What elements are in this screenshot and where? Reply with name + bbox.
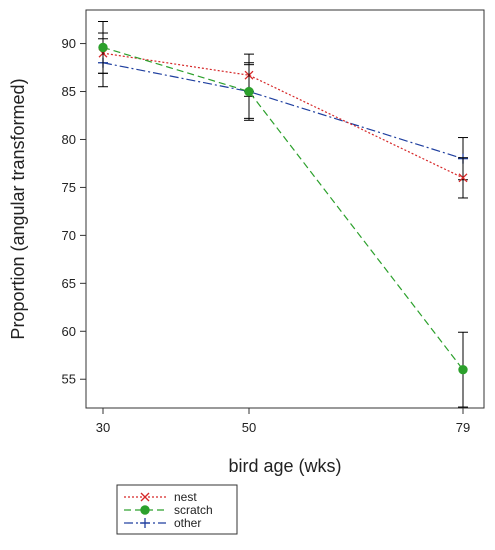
legend-label-scratch: scratch: [174, 503, 213, 517]
y-tick-label: 65: [62, 276, 76, 291]
y-tick-label: 55: [62, 372, 76, 387]
y-tick-label: 75: [62, 180, 76, 195]
y-tick-label: 90: [62, 36, 76, 51]
legend-marker-nest: [140, 492, 150, 502]
legend-marker-other: [140, 518, 150, 528]
legend-label-other: other: [174, 516, 201, 530]
series-line-other: [102, 62, 464, 160]
y-tick-label: 80: [62, 132, 76, 147]
data-point-scratch: [244, 86, 254, 97]
y-tick-label: 85: [62, 84, 76, 99]
series-scratch: [98, 21, 468, 408]
x-tick-label: 30: [96, 420, 110, 435]
legend-item-other: other: [124, 516, 201, 530]
legend-label-nest: nest: [174, 490, 197, 504]
y-axis: 55 60 65 70 75 80 85 90: [62, 36, 86, 387]
x-axis-label: bird age (wks): [228, 456, 341, 476]
data-point-scratch: [98, 42, 108, 53]
legend-marker-scratch: [140, 505, 150, 515]
series-nest: [98, 32, 468, 199]
y-tick-label: 60: [62, 324, 76, 339]
data-point-scratch: [458, 364, 468, 375]
series-other: [98, 38, 468, 181]
x-tick-label: 50: [242, 420, 256, 435]
plot-frame: [85, 9, 485, 409]
series-line-nest: [102, 52, 464, 179]
legend-item-nest: nest: [124, 490, 197, 504]
series-layer: [98, 21, 468, 408]
y-axis-label: Proportion (angular transformed): [8, 78, 28, 339]
legend-item-scratch: scratch: [124, 503, 213, 517]
x-axis: 30 50 79: [96, 408, 470, 435]
y-tick-label: 70: [62, 228, 76, 243]
data-point-nest: [458, 173, 468, 183]
x-tick-label: 79: [456, 420, 470, 435]
series-line-scratch: [102, 46, 464, 371]
